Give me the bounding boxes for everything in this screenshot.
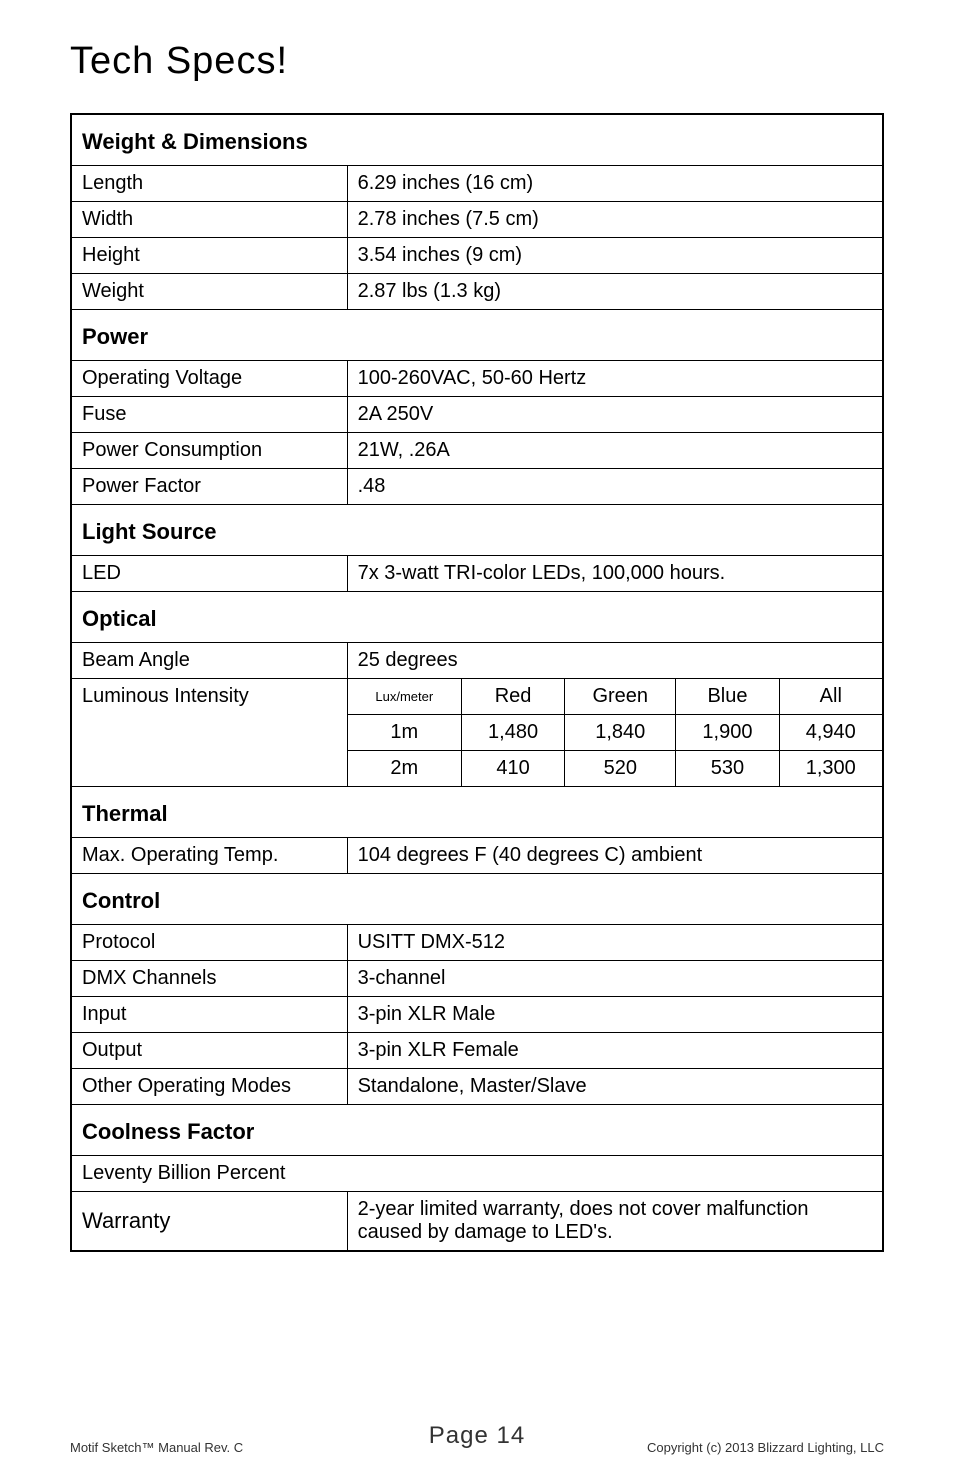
section-header-thermal: Thermal [71, 787, 883, 838]
table-row: Warranty 2-year limited warranty, does n… [71, 1192, 883, 1252]
table-row: Max. Operating Temp. 104 degrees F (40 d… [71, 838, 883, 874]
section-header-control: Control [71, 874, 883, 925]
section-header-weight: Weight & Dimensions [71, 114, 883, 166]
lux-header: Red [462, 679, 565, 715]
lux-cell: 4,940 [779, 715, 883, 751]
cell-value: .48 [347, 469, 883, 505]
cell-value: Leventy Billion Percent [71, 1156, 883, 1192]
cell-value: 2A 250V [347, 397, 883, 433]
cell-value: Standalone, Master/Slave [347, 1069, 883, 1105]
cell-value: 2.87 lbs (1.3 kg) [347, 274, 883, 310]
cell-value: 21W, .26A [347, 433, 883, 469]
lux-header: All [779, 679, 883, 715]
cell-label: Other Operating Modes [71, 1069, 347, 1105]
cell-label: Height [71, 238, 347, 274]
table-row: Other Operating Modes Standalone, Master… [71, 1069, 883, 1105]
section-header-power: Power [71, 310, 883, 361]
table-row: Width 2.78 inches (7.5 cm) [71, 202, 883, 238]
cell-value: 3-pin XLR Female [347, 1033, 883, 1069]
table-row: Output 3-pin XLR Female [71, 1033, 883, 1069]
cell-value: 104 degrees F (40 degrees C) ambient [347, 838, 883, 874]
cell-label: Operating Voltage [71, 361, 347, 397]
cell-label: Width [71, 202, 347, 238]
lux-cell: 1m [347, 715, 461, 751]
cell-label: Length [71, 166, 347, 202]
section-header-optical: Optical [71, 592, 883, 643]
cell-value: USITT DMX-512 [347, 925, 883, 961]
cell-value: 2.78 inches (7.5 cm) [347, 202, 883, 238]
cell-label: Power Factor [71, 469, 347, 505]
table-row: Fuse 2A 250V [71, 397, 883, 433]
lux-header: Green [565, 679, 676, 715]
section-header-coolness: Coolness Factor [71, 1105, 883, 1156]
lux-header: Blue [676, 679, 779, 715]
cell-label: Fuse [71, 397, 347, 433]
table-row: Operating Voltage 100-260VAC, 50-60 Hert… [71, 361, 883, 397]
lux-cell: 520 [565, 751, 676, 787]
cell-label: Input [71, 997, 347, 1033]
lux-cell: 1,840 [565, 715, 676, 751]
table-row: Length 6.29 inches (16 cm) [71, 166, 883, 202]
footer-left: Motif Sketch™ Manual Rev. C [70, 1440, 243, 1455]
table-row: Input 3-pin XLR Male [71, 997, 883, 1033]
lux-cell: 2m [347, 751, 461, 787]
footer-right: Copyright (c) 2013 Blizzard Lighting, LL… [647, 1440, 884, 1455]
lux-header: Lux/meter [347, 679, 461, 715]
cell-label: Max. Operating Temp. [71, 838, 347, 874]
cell-label: LED [71, 556, 347, 592]
cell-label: Protocol [71, 925, 347, 961]
table-row: Height 3.54 inches (9 cm) [71, 238, 883, 274]
cell-value: 25 degrees [347, 643, 883, 679]
cell-label-warranty: Warranty [71, 1192, 347, 1252]
cell-label: DMX Channels [71, 961, 347, 997]
cell-label: Power Consumption [71, 433, 347, 469]
cell-value: 2-year limited warranty, does not cover … [347, 1192, 883, 1252]
cell-value: 7x 3-watt TRI-color LEDs, 100,000 hours. [347, 556, 883, 592]
table-row: Weight 2.87 lbs (1.3 kg) [71, 274, 883, 310]
table-row: DMX Channels 3-channel [71, 961, 883, 997]
table-row: Luminous Intensity Lux/meter Red Green B… [71, 679, 883, 715]
page-title: Tech Specs! [70, 40, 884, 83]
page-footer: Page 14 Motif Sketch™ Manual Rev. C Copy… [70, 1422, 884, 1455]
cell-value: 100-260VAC, 50-60 Hertz [347, 361, 883, 397]
section-header-light: Light Source [71, 505, 883, 556]
table-row: LED 7x 3-watt TRI-color LEDs, 100,000 ho… [71, 556, 883, 592]
table-row: Power Factor .48 [71, 469, 883, 505]
table-row: Beam Angle 25 degrees [71, 643, 883, 679]
document-page: Tech Specs! Weight & Dimensions Length 6… [0, 0, 954, 1475]
lux-cell: 1,900 [676, 715, 779, 751]
lux-cell: 1,300 [779, 751, 883, 787]
table-row: Protocol USITT DMX-512 [71, 925, 883, 961]
cell-value: 3-pin XLR Male [347, 997, 883, 1033]
cell-value: 3-channel [347, 961, 883, 997]
cell-label: Luminous Intensity [71, 679, 347, 787]
table-row: Leventy Billion Percent [71, 1156, 883, 1192]
spec-table: Weight & Dimensions Length 6.29 inches (… [70, 113, 884, 1252]
lux-cell: 410 [462, 751, 565, 787]
table-row: Power Consumption 21W, .26A [71, 433, 883, 469]
cell-label: Beam Angle [71, 643, 347, 679]
cell-label: Output [71, 1033, 347, 1069]
cell-label: Weight [71, 274, 347, 310]
cell-value: 3.54 inches (9 cm) [347, 238, 883, 274]
lux-cell: 1,480 [462, 715, 565, 751]
lux-cell: 530 [676, 751, 779, 787]
cell-value: 6.29 inches (16 cm) [347, 166, 883, 202]
